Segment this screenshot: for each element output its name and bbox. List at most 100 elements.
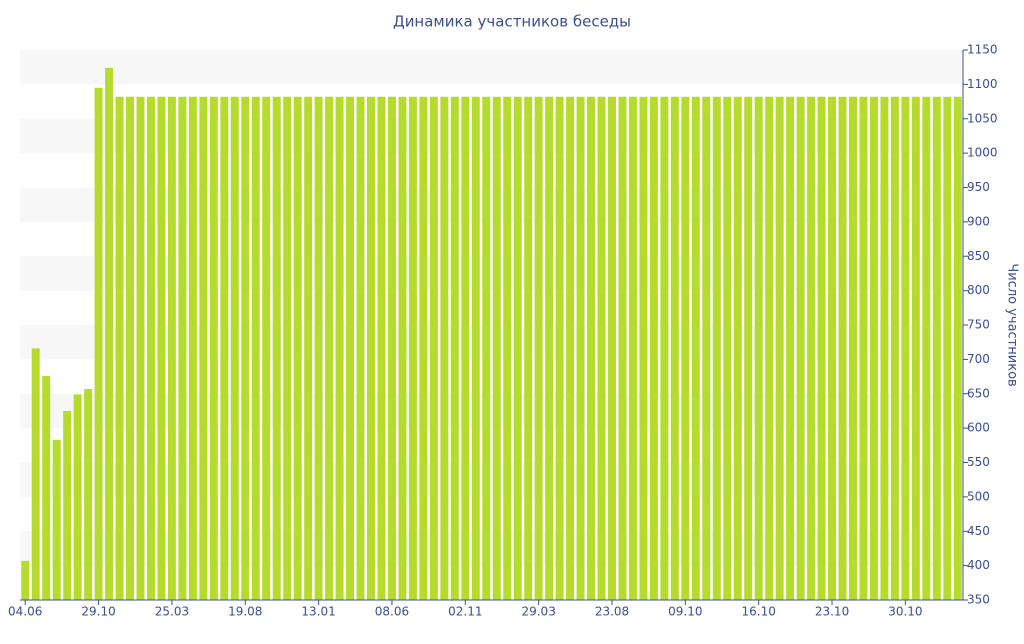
bar bbox=[73, 394, 82, 600]
bar bbox=[408, 96, 417, 600]
grid-band bbox=[20, 393, 963, 429]
grid-band bbox=[20, 531, 963, 566]
bar bbox=[251, 96, 260, 600]
bar bbox=[136, 96, 145, 600]
bar bbox=[555, 96, 564, 600]
bar bbox=[628, 96, 637, 600]
bar bbox=[911, 96, 920, 600]
bar bbox=[618, 96, 627, 600]
bar bbox=[670, 96, 679, 600]
bar bbox=[796, 96, 805, 600]
bar bbox=[922, 96, 931, 600]
grid-band bbox=[20, 325, 963, 360]
grid-band bbox=[20, 50, 963, 85]
y-tick-label: 700 bbox=[967, 352, 990, 366]
bar bbox=[649, 96, 658, 600]
bar bbox=[817, 96, 826, 600]
bar bbox=[52, 439, 61, 600]
x-tick-label: 04.06 bbox=[8, 605, 42, 619]
bar bbox=[849, 96, 857, 600]
x-tick-label: 13.01 bbox=[301, 605, 335, 619]
bar bbox=[890, 96, 899, 600]
x-tick-label: 25.03 bbox=[155, 605, 189, 619]
bar bbox=[828, 96, 837, 600]
x-tick-label: 16.10 bbox=[742, 605, 776, 619]
bar bbox=[304, 96, 313, 600]
bar bbox=[115, 96, 124, 600]
bar bbox=[807, 96, 816, 600]
bar bbox=[869, 96, 878, 600]
bar bbox=[188, 96, 197, 600]
bar bbox=[105, 67, 114, 600]
y-tick-label: 950 bbox=[967, 180, 990, 194]
grid-band bbox=[20, 118, 963, 154]
bar bbox=[608, 96, 616, 600]
bar bbox=[471, 96, 480, 600]
bar bbox=[325, 96, 334, 600]
y-tick-label: 500 bbox=[967, 489, 990, 503]
bar bbox=[702, 96, 711, 600]
bar bbox=[314, 96, 323, 600]
bar bbox=[744, 96, 753, 600]
bar bbox=[241, 96, 250, 600]
grid-band bbox=[20, 462, 963, 497]
bar bbox=[461, 96, 470, 600]
bar bbox=[838, 96, 847, 600]
x-tick-label: 29.10 bbox=[81, 605, 115, 619]
bar bbox=[691, 96, 700, 600]
y-tick-label: 550 bbox=[967, 455, 990, 469]
y-tick-label: 900 bbox=[967, 214, 990, 228]
x-tick-label: 02.11 bbox=[448, 605, 482, 619]
y-tick-label: 450 bbox=[967, 524, 990, 538]
x-tick-label: 30.10 bbox=[888, 605, 922, 619]
bar bbox=[723, 96, 732, 600]
bar bbox=[419, 96, 428, 600]
bar bbox=[94, 87, 103, 600]
y-tick-label: 650 bbox=[967, 386, 990, 400]
bar bbox=[398, 96, 407, 600]
bar bbox=[786, 96, 795, 600]
bar bbox=[880, 96, 889, 600]
bar bbox=[42, 375, 51, 600]
bar bbox=[157, 96, 166, 600]
y-tick-label: 600 bbox=[967, 421, 990, 435]
y-axis-label: Число участников bbox=[1005, 263, 1020, 386]
bar bbox=[293, 96, 302, 600]
bar bbox=[21, 560, 30, 600]
bar bbox=[932, 96, 941, 600]
y-tick-label: 1000 bbox=[967, 146, 998, 160]
grid-band bbox=[20, 187, 963, 222]
x-tick-label: 23.10 bbox=[815, 605, 849, 619]
bar bbox=[733, 96, 742, 600]
bar bbox=[450, 96, 459, 600]
bar bbox=[953, 96, 962, 600]
grid-band bbox=[20, 256, 963, 291]
bar bbox=[262, 96, 271, 600]
bar bbox=[346, 96, 355, 600]
x-tick-label: 19.08 bbox=[228, 605, 262, 619]
y-tick-label: 1150 bbox=[967, 43, 998, 57]
bar bbox=[545, 96, 554, 600]
bar bbox=[681, 96, 690, 600]
y-tick-label: 350 bbox=[967, 593, 990, 607]
bar bbox=[126, 96, 134, 600]
bar bbox=[587, 96, 596, 600]
y-tick-label: 850 bbox=[967, 249, 990, 263]
bar bbox=[367, 96, 375, 600]
bar bbox=[513, 96, 522, 600]
bar bbox=[534, 96, 543, 600]
bar bbox=[429, 96, 438, 600]
bar bbox=[754, 96, 763, 600]
bar bbox=[146, 96, 155, 600]
bar bbox=[356, 96, 365, 600]
y-tick-label: 750 bbox=[967, 318, 990, 332]
bar bbox=[712, 96, 721, 600]
bar bbox=[901, 96, 910, 600]
bar bbox=[503, 96, 512, 600]
x-tick-label: 09.10 bbox=[668, 605, 702, 619]
x-tick-label: 23.08 bbox=[595, 605, 629, 619]
bar bbox=[230, 96, 239, 600]
bar bbox=[209, 96, 218, 600]
bar bbox=[482, 96, 491, 600]
